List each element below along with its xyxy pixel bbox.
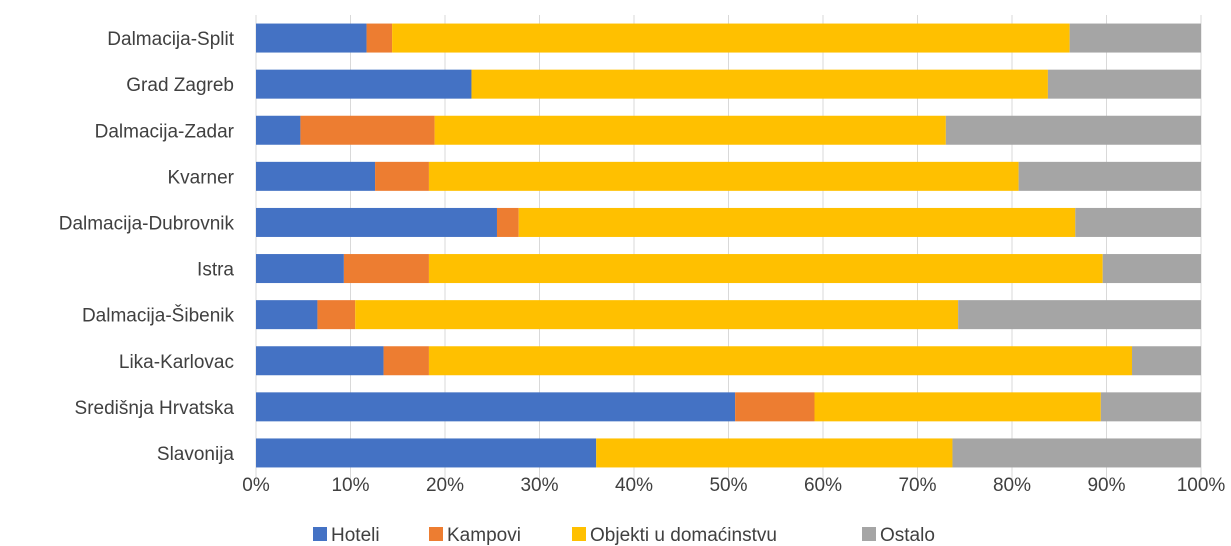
bar-segment-hoteli [256, 254, 344, 284]
bar-segment-objekti-u-doma-instvu [596, 438, 953, 468]
bar-segment-hoteli [256, 115, 301, 145]
legend-swatch [862, 527, 876, 541]
bar-segment-hoteli [256, 438, 597, 468]
bar-segment-kampovi [735, 392, 815, 422]
bar-segment-kampovi [300, 115, 435, 145]
bar-segment-kampovi [496, 207, 519, 237]
x-tick-label: 80% [993, 475, 1031, 496]
x-tick-label: 70% [898, 475, 936, 496]
bar-segment-objekti-u-doma-instvu [434, 115, 946, 145]
bar-segment-ostalo [1100, 392, 1201, 422]
bar-segment-objekti-u-doma-instvu [355, 300, 959, 330]
legend-label: Ostalo [880, 525, 935, 546]
legend: Hoteli Kampovi Objekti u domaćinstvu Ostalo [313, 525, 935, 546]
bar-segment-ostalo [1102, 254, 1201, 284]
legend-label: Objekti u domaćinstvu [590, 525, 777, 546]
bar-segment-ostalo [952, 438, 1201, 468]
x-tick-label: 90% [1087, 475, 1125, 496]
category-label: Istra [197, 260, 234, 281]
category-label: Dalmacija-Zadar [95, 121, 235, 142]
bar-segment-ostalo [1047, 69, 1201, 99]
bar-segment-objekti-u-doma-instvu [428, 254, 1103, 284]
bar-segment-hoteli [256, 69, 472, 99]
x-tick-label: 20% [426, 475, 464, 496]
category-labels: Dalmacija-Split Grad Zagreb Dalmacija-Zada… [59, 29, 235, 465]
category-label: Dalmacija-Šibenik [82, 305, 235, 327]
legend-swatch [429, 527, 443, 541]
legend-label: Kampovi [447, 525, 521, 546]
bars [256, 23, 1201, 468]
category-label: Grad Zagreb [126, 75, 234, 96]
bar-segment-kampovi [343, 254, 429, 284]
legend-swatch [572, 527, 586, 541]
x-tick-label: 10% [331, 475, 369, 496]
bar-segment-hoteli [256, 346, 384, 376]
bar-segment-hoteli [256, 161, 376, 191]
x-tick-label: 30% [520, 475, 558, 496]
x-tick-label: 40% [615, 475, 653, 496]
bar-segment-ostalo [958, 300, 1201, 330]
bar-segment-objekti-u-doma-instvu [428, 346, 1133, 376]
legend-label: Hoteli [331, 525, 380, 546]
x-tick-label: 50% [709, 475, 747, 496]
category-label: Dalmacija-Split [107, 29, 234, 50]
bar-segment-kampovi [366, 23, 393, 53]
bar-segment-ostalo [1075, 207, 1201, 237]
bar-segment-kampovi [317, 300, 356, 330]
bar-segment-objekti-u-doma-instvu [518, 207, 1076, 237]
category-label: Dalmacija-Dubrovnik [59, 213, 235, 234]
bar-segment-ostalo [1132, 346, 1201, 376]
bar-segment-objekti-u-doma-instvu [471, 69, 1048, 99]
category-label: Lika-Karlovac [119, 352, 234, 373]
bar-segment-hoteli [256, 207, 497, 237]
bar-segment-kampovi [375, 161, 429, 191]
x-tick-label: 60% [804, 475, 842, 496]
bar-segment-ostalo [1018, 161, 1201, 191]
x-tick-labels: 0% 10% 20% 30% 40% 50% 60% 70% 80% 90% 100% [242, 475, 1225, 496]
bar-segment-hoteli [256, 23, 367, 53]
legend-swatch [313, 527, 327, 541]
bar-segment-kampovi [383, 346, 429, 376]
bar-segment-hoteli [256, 300, 318, 330]
x-tick-label: 100% [1177, 475, 1226, 496]
bar-segment-ostalo [1069, 23, 1201, 53]
bar-segment-objekti-u-doma-instvu [428, 161, 1019, 191]
x-tick-label: 0% [242, 475, 270, 496]
category-label: Slavonija [157, 444, 235, 465]
bar-segment-objekti-u-doma-instvu [814, 392, 1101, 422]
category-label: Središnja Hrvatska [75, 398, 235, 419]
bar-segment-hoteli [256, 392, 736, 422]
bar-segment-objekti-u-doma-instvu [392, 23, 1070, 53]
category-label: Kvarner [167, 167, 234, 188]
bar-segment-ostalo [945, 115, 1201, 145]
